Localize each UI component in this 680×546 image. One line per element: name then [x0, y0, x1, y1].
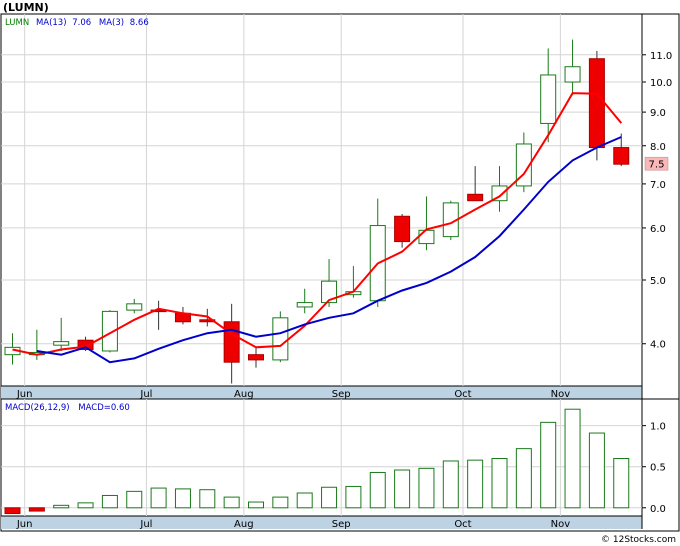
price-y-tick-label: 10.0: [650, 78, 672, 89]
last-price-badge: 7.5: [644, 156, 669, 171]
price-y-tick-label: 11.0: [650, 51, 672, 62]
macd-bar: [442, 460, 459, 509]
legend-ma13-label: MA(13): [36, 18, 67, 28]
macd-bar: [515, 448, 532, 509]
price-x-tick-label: Sep: [332, 389, 351, 400]
candle-body: [321, 280, 338, 304]
macd-bar: [491, 458, 508, 509]
macd-bar: [613, 458, 630, 509]
macd-y-ticks: 0.0 0.5 1.0: [642, 422, 666, 515]
macd-x-tick-label: Sep: [332, 519, 351, 530]
macd-bar: [28, 507, 45, 512]
legend-ma3-value: 8.66: [130, 18, 149, 28]
macd-bar: [248, 501, 264, 509]
macd-bar: [101, 494, 118, 509]
price-x-tick-label: Oct: [454, 389, 471, 400]
candle-body: [540, 74, 557, 124]
candlesticks: [4, 39, 630, 384]
price-y-tick-label: 6.0: [650, 224, 666, 235]
price-gridlines: [1, 14, 642, 386]
macd-x-tick-label: Aug: [234, 519, 254, 530]
macd-bar: [296, 492, 313, 509]
candle-body: [272, 317, 289, 361]
macd-bar: [540, 421, 557, 509]
macd-bar: [223, 496, 240, 509]
candle-body: [394, 215, 411, 243]
candle-body: [53, 341, 70, 346]
candle-body: [418, 229, 435, 245]
price-y-tick-label: 4.0: [650, 340, 666, 351]
macd-y-tick-label: 1.0: [650, 422, 666, 433]
macd-bar: [394, 469, 411, 509]
price-x-tick-label: Aug: [234, 389, 254, 400]
macd-bar: [199, 489, 216, 509]
macd-bar: [126, 490, 143, 509]
price-y-tick-label: 5.0: [650, 276, 666, 287]
candle-body: [588, 58, 605, 149]
candle-body: [564, 66, 581, 83]
macd-bar: [77, 502, 94, 509]
last-price-badge-text: 7.5: [649, 160, 665, 171]
chart-title: (LUMN): [3, 1, 49, 14]
price-x-tick-label: Nov: [551, 389, 571, 400]
moving-averages: [12, 92, 623, 364]
macd-bar: [467, 459, 484, 509]
price-x-ticks: Jun Jul Aug Sep Oct Nov: [16, 389, 570, 400]
price-y-tick-label: 7.0: [650, 180, 666, 191]
macd-bar: [369, 471, 386, 509]
macd-bar: [4, 507, 21, 515]
legend-macd-value: MACD=0.60: [78, 403, 130, 413]
macd-bar: [345, 485, 362, 509]
candle-body: [613, 147, 630, 165]
macd-x-ticks: Jun Jul Aug Sep Oct Nov: [16, 519, 570, 530]
macd-y-tick-label: 0.5: [650, 463, 666, 474]
macd-x-tick-label: Nov: [551, 519, 571, 530]
candle-body: [126, 303, 143, 311]
price-xaxis-band: [1, 386, 642, 399]
macd-bar: [564, 408, 581, 509]
candle-body: [467, 193, 484, 202]
price-x-tick-label: Jul: [139, 389, 152, 400]
candle-body: [296, 302, 313, 308]
macd-y-tick-label: 0.0: [650, 504, 666, 515]
price-y-tick-label: 8.0: [650, 142, 666, 153]
candle-body: [77, 339, 94, 351]
legend-macd-label: MACD(26,12,9): [5, 403, 70, 413]
candle-body: [491, 185, 508, 202]
macd-xaxis-band: [1, 516, 642, 529]
candle-body: [515, 143, 532, 187]
ma3-line: [12, 92, 623, 356]
macd-x-tick-label: Oct: [454, 519, 471, 530]
macd-bar: [418, 467, 435, 509]
price-x-tick-label: Jun: [16, 389, 33, 400]
legend-ma3-label: MA(3): [99, 18, 124, 28]
macd-x-tick-label: Jun: [16, 519, 33, 530]
candle-body: [101, 310, 118, 352]
macd-histogram: [4, 408, 630, 515]
macd-bar: [150, 487, 167, 509]
macd-x-tick-label: Jul: [139, 519, 152, 530]
macd-bar: [321, 486, 338, 509]
legend-ma13-value: 7.06: [72, 18, 91, 28]
candle-body: [248, 354, 264, 361]
macd-bar: [174, 488, 191, 509]
macd-bar: [53, 504, 70, 509]
macd-panel-frame: [0, 398, 680, 532]
macd-bar: [272, 496, 289, 509]
price-y-tick-label: 9.0: [650, 108, 666, 119]
legend-symbol: LUMN: [5, 18, 29, 28]
legend-macd: MACD(26,12,9) MACD=0.60: [5, 403, 130, 413]
macd-bar: [588, 432, 605, 509]
candle-body: [223, 321, 240, 363]
watermark: © 12Stocks.com: [601, 535, 676, 545]
price-y-ticks: 4.0 5.0 6.0 7.0 8.0 9.0 10.0 11.0: [642, 51, 672, 351]
legend-main: LUMN MA(13) 7.06 MA(3) 8.66: [5, 18, 149, 28]
ma13-line: [36, 136, 622, 364]
